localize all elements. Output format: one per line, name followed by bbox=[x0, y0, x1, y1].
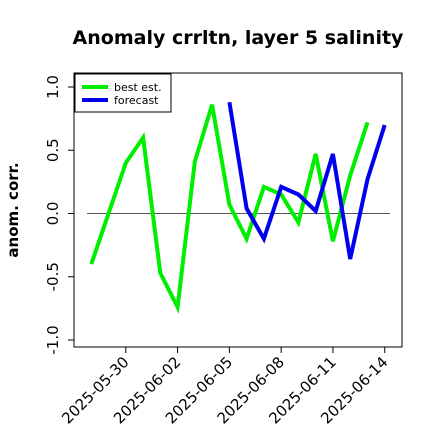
series-line-0 bbox=[89, 104, 370, 314]
y-tick-label: 0.0 bbox=[44, 202, 62, 226]
series-layer bbox=[89, 101, 387, 314]
chart-title: Anomaly crrltn, layer 5 salinity bbox=[73, 27, 404, 49]
legend: best est. forecast bbox=[74, 73, 172, 113]
y-tick-label: -1.0 bbox=[44, 325, 62, 354]
legend-label-forecast: forecast bbox=[114, 94, 159, 107]
plot-frame bbox=[73, 72, 403, 348]
y-tick-label: -0.5 bbox=[44, 262, 62, 291]
series-line-1 bbox=[227, 101, 387, 260]
y-axis: 1.0 0.5 0.0 -0.5 -1.0 bbox=[44, 75, 74, 355]
y-tick-label: 1.0 bbox=[44, 75, 62, 99]
x-axis: 2025-05-302025-06-022025-06-052025-06-08… bbox=[58, 347, 392, 427]
y-axis-label: anom. corr. bbox=[4, 162, 22, 257]
legend-box bbox=[74, 73, 172, 113]
y-tick-label: 0.5 bbox=[44, 138, 62, 162]
legend-label-best-est: best est. bbox=[114, 81, 162, 94]
